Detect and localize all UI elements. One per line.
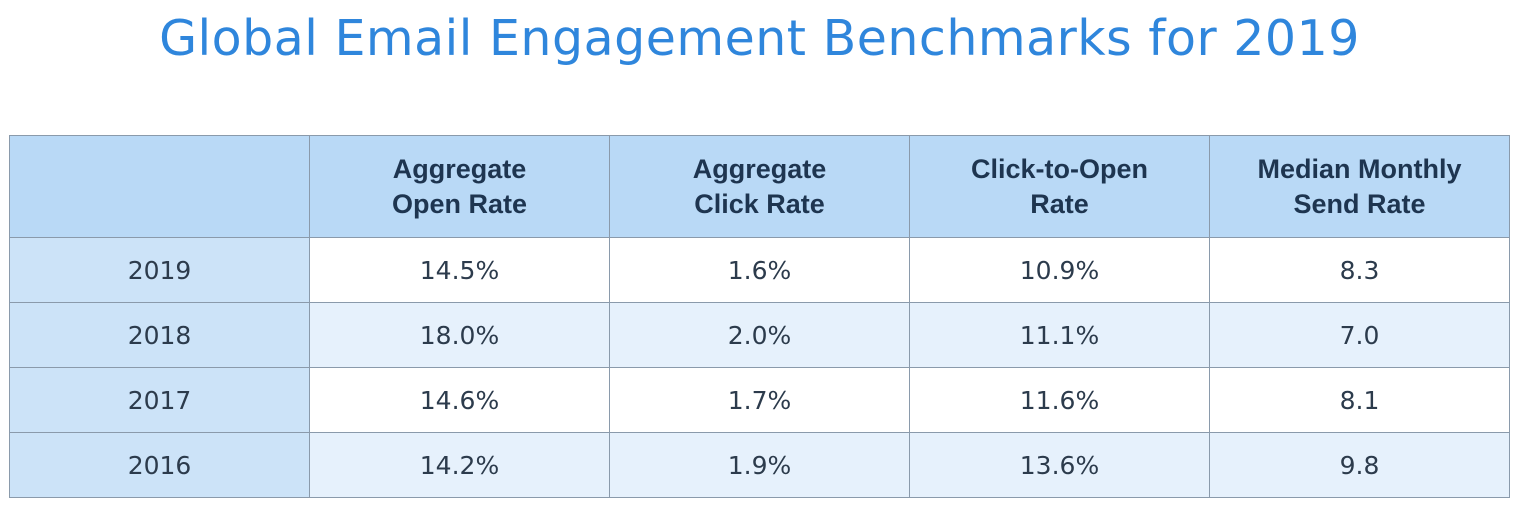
open-rate-cell: 14.5% bbox=[309, 237, 610, 303]
click-to-open-cell: 11.1% bbox=[909, 302, 1210, 368]
table-row: 2019 14.5% 1.6% 10.9% 8.3 bbox=[9, 237, 1510, 303]
header-line: Send Rate bbox=[1293, 188, 1426, 219]
header-line: Median Monthly bbox=[1257, 153, 1462, 184]
header-cell-open-rate: Aggregate Open Rate bbox=[309, 135, 610, 238]
header-line: Aggregate bbox=[392, 153, 527, 184]
open-rate-cell: 14.6% bbox=[309, 367, 610, 433]
click-rate-cell: 2.0% bbox=[609, 302, 910, 368]
click-rate-cell: 1.9% bbox=[609, 432, 910, 498]
benchmark-table: Aggregate Open Rate Aggregate Click Rate… bbox=[9, 135, 1510, 498]
year-cell: 2019 bbox=[9, 237, 310, 303]
send-rate-cell: 9.8 bbox=[1209, 432, 1510, 498]
header-row: Aggregate Open Rate Aggregate Click Rate… bbox=[9, 135, 1510, 238]
header-line: Aggregate bbox=[692, 153, 827, 184]
table-row: 2016 14.2% 1.9% 13.6% 9.8 bbox=[9, 432, 1510, 498]
open-rate-cell: 18.0% bbox=[309, 302, 610, 368]
send-rate-cell: 8.1 bbox=[1209, 367, 1510, 433]
table-row: 2018 18.0% 2.0% 11.1% 7.0 bbox=[9, 302, 1510, 368]
year-cell: 2016 bbox=[9, 432, 310, 498]
header-cell-corner bbox=[9, 135, 310, 238]
open-rate-cell: 14.2% bbox=[309, 432, 610, 498]
click-rate-cell: 1.7% bbox=[609, 367, 910, 433]
header-cell-click-to-open: Click-to-Open Rate bbox=[909, 135, 1210, 238]
send-rate-cell: 7.0 bbox=[1209, 302, 1510, 368]
header-line: Rate bbox=[1030, 188, 1089, 219]
click-to-open-cell: 11.6% bbox=[909, 367, 1210, 433]
header-line: Click Rate bbox=[694, 188, 825, 219]
click-rate-cell: 1.6% bbox=[609, 237, 910, 303]
click-to-open-cell: 13.6% bbox=[909, 432, 1210, 498]
header-cell-send-rate: Median Monthly Send Rate bbox=[1209, 135, 1510, 238]
header-line: Click-to-Open bbox=[970, 153, 1148, 184]
send-rate-cell: 8.3 bbox=[1209, 237, 1510, 303]
chart-title: Global Email Engagement Benchmarks for 2… bbox=[159, 10, 1360, 67]
table-row: 2017 14.6% 1.7% 11.6% 8.1 bbox=[9, 367, 1510, 433]
header-cell-click-rate: Aggregate Click Rate bbox=[609, 135, 910, 238]
click-to-open-cell: 10.9% bbox=[909, 237, 1210, 303]
year-cell: 2018 bbox=[9, 302, 310, 368]
header-line: Open Rate bbox=[391, 188, 528, 219]
year-cell: 2017 bbox=[9, 367, 310, 433]
